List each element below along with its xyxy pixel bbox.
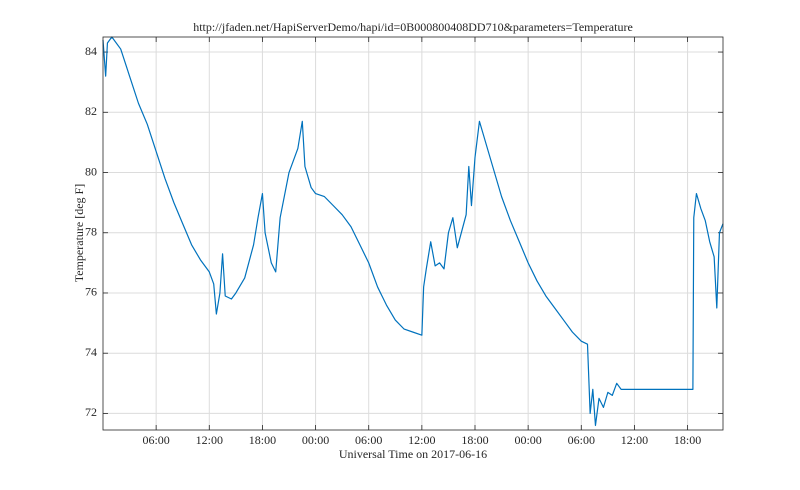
x-tick-label: 06:00 xyxy=(142,433,169,447)
y-tick-label: 72 xyxy=(85,405,97,419)
y-tick-label: 76 xyxy=(85,285,97,299)
x-tick-label: 18:00 xyxy=(461,433,488,447)
x-tick-label: 12:00 xyxy=(408,433,435,447)
plot-frame xyxy=(102,36,724,431)
y-tick-label: 78 xyxy=(85,224,97,238)
x-tick-label: 18:00 xyxy=(674,433,701,447)
x-tick-label: 12:00 xyxy=(621,433,648,447)
x-tick-label: 06:00 xyxy=(568,433,595,447)
chart-title: http://jfaden.net/HapiServerDemo/hapi/id… xyxy=(193,20,633,34)
x-tick-label: 00:00 xyxy=(302,433,329,447)
x-tick-label: 18:00 xyxy=(249,433,276,447)
y-tick-label: 74 xyxy=(85,345,97,359)
x-axis-label: Universal Time on 2017-06-16 xyxy=(339,447,487,461)
y-tick-label: 82 xyxy=(85,104,97,118)
x-tick-label: 06:00 xyxy=(355,433,382,447)
x-tick-label: 00:00 xyxy=(514,433,541,447)
y-tick-label: 84 xyxy=(85,44,97,58)
y-tick-label: 80 xyxy=(85,164,97,178)
x-tick-label: 12:00 xyxy=(196,433,223,447)
y-axis-label: Temperature [deg F] xyxy=(72,184,86,282)
temperature-line xyxy=(102,36,724,427)
